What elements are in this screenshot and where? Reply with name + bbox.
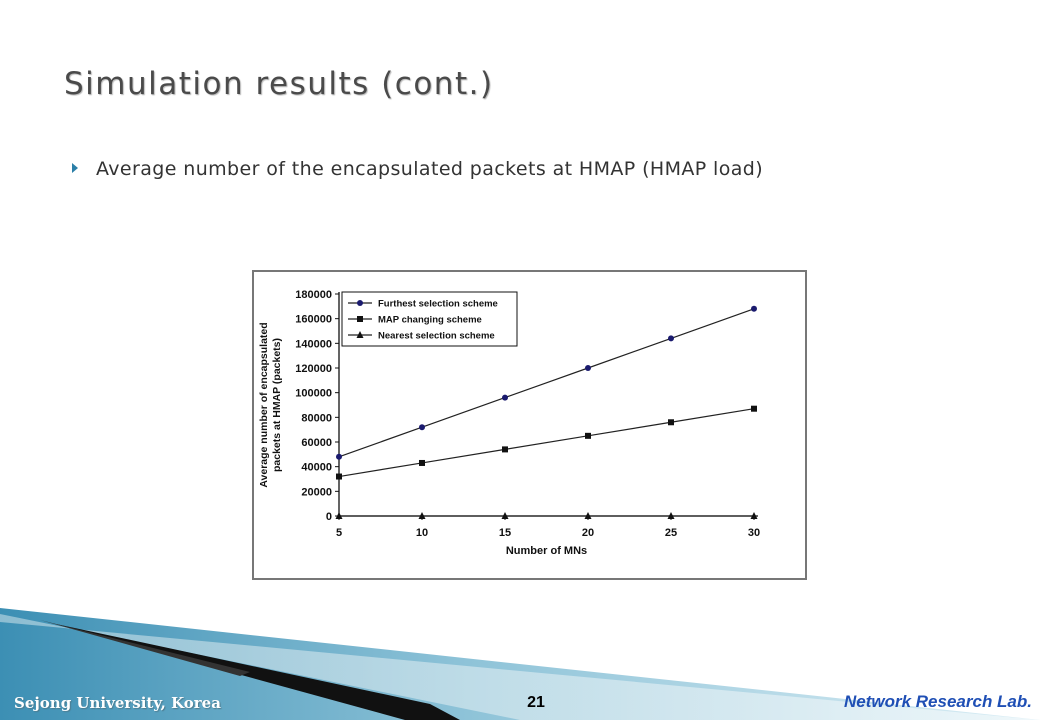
y-tick-label: 180000 [295, 289, 332, 301]
y-tick-label: 80000 [301, 412, 332, 424]
legend-marker-1 [357, 300, 363, 306]
x-tick-label: 10 [416, 527, 428, 539]
footer-lab: Network Research Lab. [843, 692, 1032, 711]
series-2-point [419, 459, 425, 466]
footer-university: Sejong University, Korea [14, 694, 221, 712]
footer-decoration [0, 608, 1040, 720]
series-1-point [419, 424, 425, 431]
legend-marker-2 [357, 316, 363, 322]
y-tick-label: 100000 [295, 388, 332, 400]
y-tick-label: 140000 [295, 338, 332, 350]
chart-frame: 0 20000 40000 60000 80000 100000 120000 140000 1… [252, 270, 807, 580]
series-1-point [502, 394, 508, 401]
series-line-1 [338, 308, 755, 458]
series-line-2 [338, 408, 755, 478]
series-1-point [751, 305, 757, 312]
series-2-point [585, 432, 591, 439]
legend-marker-3 [356, 331, 364, 338]
series-2-point [668, 419, 674, 426]
series-1-point [336, 453, 342, 460]
legend-label-3: Nearest selection scheme [378, 331, 495, 342]
series-2-point [502, 446, 508, 453]
y-tick-label: 60000 [301, 437, 332, 449]
series-3-point [335, 512, 343, 519]
series-2-point [751, 405, 757, 412]
series-1-point [585, 365, 591, 371]
x-tick-label: 20 [582, 527, 594, 539]
bullet-arrow-icon [72, 163, 78, 173]
series-3-point [750, 512, 758, 519]
y-tick-label: 0 [326, 511, 332, 523]
bullet-text: Average number of the encapsulated packe… [96, 158, 764, 180]
x-tick-label: 25 [665, 527, 677, 539]
page-number: 21 [527, 694, 545, 711]
x-tick-label: 30 [748, 527, 760, 539]
y-tick-label: 40000 [301, 462, 332, 474]
series-1-point [668, 335, 674, 342]
y-tick-label: 120000 [295, 363, 332, 375]
x-tick-label: 15 [499, 527, 511, 539]
legend-label-1: Furthest selection scheme [378, 299, 498, 310]
series-3-point [667, 512, 675, 519]
y-tick-label: 20000 [301, 486, 332, 498]
x-tick-label: 5 [336, 527, 342, 539]
x-axis-label: Number of MNs [506, 545, 587, 557]
line-chart: 0 20000 40000 60000 80000 100000 120000 140000 1… [258, 289, 760, 557]
slide-title: Simulation results (cont.) [64, 66, 494, 102]
y-axis-label: Average number of encapsulated [258, 322, 270, 487]
series-3-point [584, 512, 592, 519]
y-tick-label: 160000 [295, 314, 332, 326]
series-2-point [336, 473, 342, 480]
legend-label-2: MAP changing scheme [378, 315, 482, 326]
series-3-point [501, 512, 509, 519]
bullet-item: Average number of the encapsulated packe… [72, 158, 972, 180]
series-3-point [418, 512, 426, 519]
y-axis-label: packets at HMAP (packets) [271, 338, 283, 472]
